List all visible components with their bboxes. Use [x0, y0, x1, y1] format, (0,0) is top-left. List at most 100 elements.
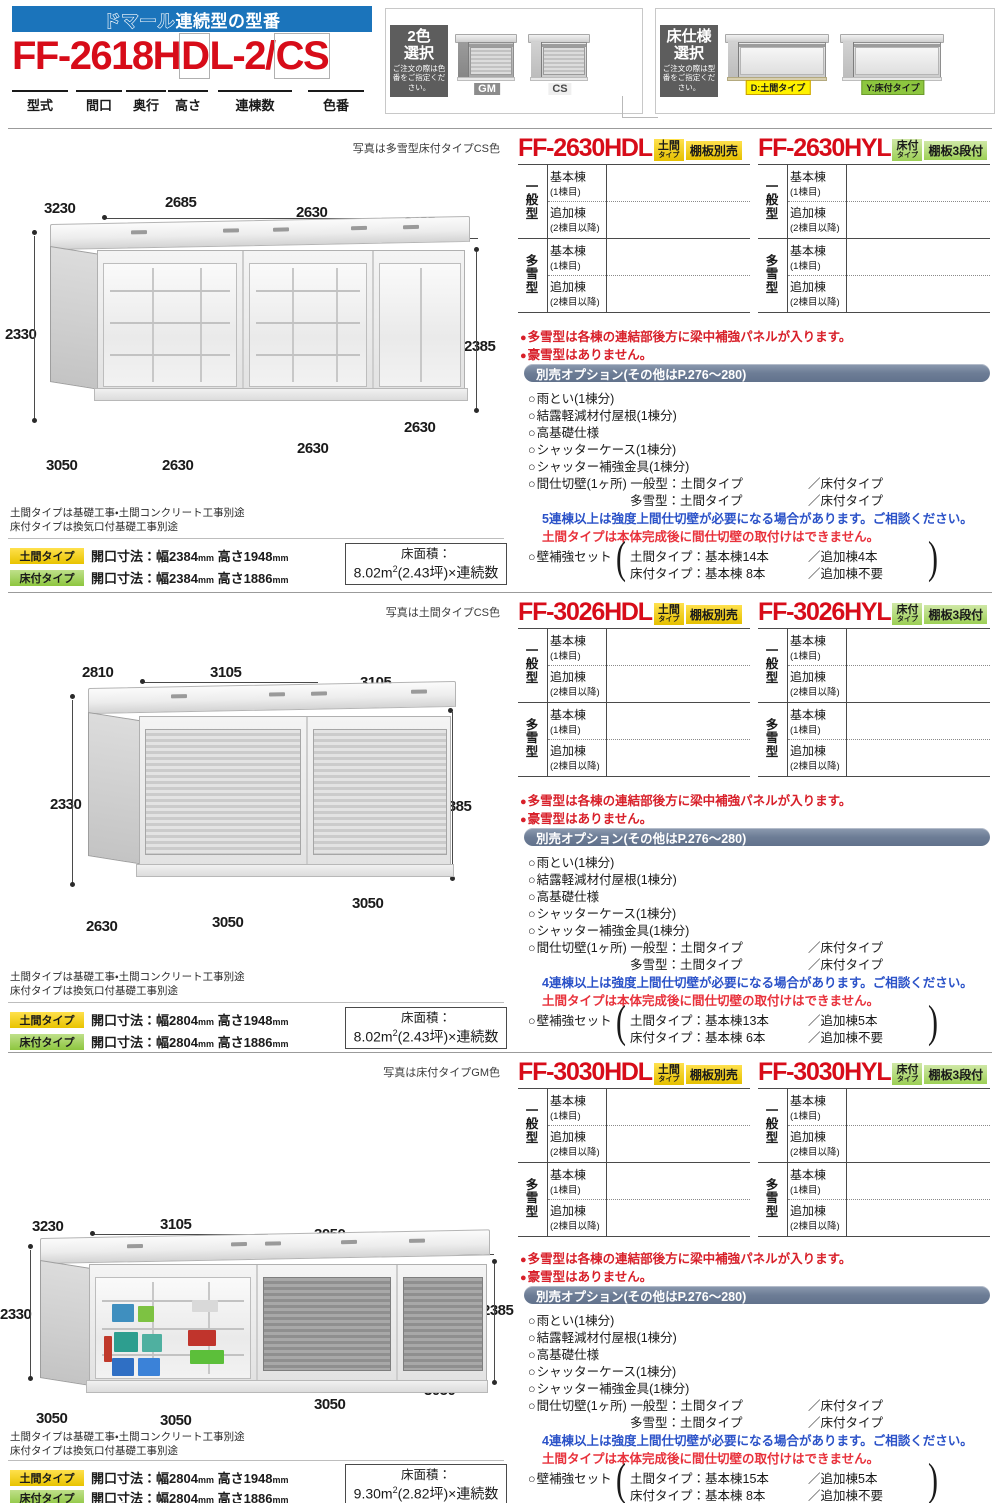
area-title-1: 床面積： — [400, 546, 451, 561]
floor-badge-line2: 選択 — [673, 44, 704, 62]
code-legend: 型式 間口 奥行 高さ 連棟数 色番 — [12, 82, 412, 114]
brace-open-2: ( — [616, 997, 626, 1047]
floor-badge-note: ご注文の際は型番をご指定ください。 — [662, 64, 716, 92]
foot-note-3b: 床付タイプは換気口付基礎工事別途 — [10, 1445, 178, 1457]
header-connector-1 — [622, 96, 658, 118]
row-label-3d-b: 追加棟 (2棟目以降) — [550, 1130, 600, 1159]
area-title-3: 床面積： — [400, 1467, 451, 1482]
foot-note-2b: 床付タイプは換気口付基礎工事別途 — [10, 985, 178, 997]
row-label-1y-d: 追加棟 (2棟目以降) — [790, 280, 840, 309]
wall-yuka-3: 床付タイプ：基本棟 8本 — [630, 1489, 766, 1503]
code-part-count: L-2/ — [209, 34, 276, 78]
legend-okuyuki: 奥行 — [126, 90, 166, 114]
dim-depth-top-3: 3230 — [32, 1218, 64, 1235]
area-value-1: 8.02m2(2.43坪)×連続数 — [353, 563, 499, 581]
option-banner-2: 別売オプション(その他はP.276〜280) — [524, 828, 990, 846]
wall-doma-right-3: ／追加棟5本 — [808, 1472, 878, 1486]
opt-item-3-4: シャッター補強金具(1棟分) — [528, 1378, 690, 1397]
floor-option-badge: 床仕様 選択 ご注文の際は型番をご指定ください。 — [660, 25, 718, 97]
shed-illustration-2 — [88, 680, 456, 884]
area-value-2: 8.02m2(2.43坪)×連続数 — [353, 1027, 499, 1045]
row-label-3d-a: 基本棟 (1棟目) — [550, 1094, 587, 1123]
floor-thumb-doma-caption: D:土間タイプ — [745, 80, 811, 95]
row-label-3d-c: 基本棟 (1棟目) — [550, 1168, 587, 1197]
warn-red-3: 土間タイプは本体完成後に間仕切壁の取付けはできません。 — [542, 1452, 880, 1466]
opt-wallset-2: 壁補強セット — [528, 1010, 612, 1029]
row-label-2d-c: 基本棟 (1棟目) — [550, 708, 587, 737]
row-label-3d-d: 追加棟 (2棟目以降) — [550, 1204, 600, 1233]
wall-yuka-right-1: ／追加棟不要 — [808, 567, 884, 581]
wall-doma-right-1: ／追加棟4本 — [808, 550, 878, 564]
model-code-example: FF-2618HDL-2/CS — [12, 33, 331, 79]
model-name-2-doma: FF-3026HDL — [518, 598, 653, 626]
opt-item-3-1: 結露軽減材付屋根(1棟分) — [528, 1327, 677, 1346]
opt-partition-2-left2: 多雪型：土間タイプ — [630, 958, 743, 972]
spec-row-doma-2: 土間タイプ 開口寸法：幅2804mm 高さ1948mm — [10, 1010, 289, 1029]
legend-maguchi: 間口 — [76, 90, 122, 114]
color-option-badge: 2色 選択 ご注文の際は色番をご指定ください。 — [390, 25, 448, 97]
opt-item-1-3: シャッターケース(1棟分) — [528, 439, 677, 458]
wall-doma-1: 土間タイプ：基本棟14本 — [630, 550, 769, 564]
area-title-2: 床面積： — [400, 1010, 451, 1025]
option-banner-3: 別売オプション(その他はP.276〜280) — [524, 1286, 990, 1304]
floor-area-box-1: 床面積： 8.02m2(2.43坪)×連続数 — [345, 543, 507, 585]
opt-item-2-0: 雨とい(1棟分) — [528, 852, 615, 871]
tag-yuka-3: 床付タイプ — [10, 1489, 84, 1503]
opt-item-1-2: 高基礎仕様 — [528, 422, 600, 441]
dim-span-top-3a: 3105 — [160, 1216, 192, 1233]
model-name-3-doma: FF-3030HDL — [518, 1058, 653, 1086]
color-thumb-cs-caption: CS — [548, 83, 572, 95]
opening-yuka-3: 開口寸法：幅2804mm 高さ1886mm — [91, 1491, 289, 1503]
shed-illustration-1 — [50, 215, 470, 420]
page-header: ドマール 連続型の型番 FF-2618HDL-2/CS 型式 間口 奥行 高さ 連… — [0, 0, 1000, 128]
spec-row-doma-3: 土間タイプ 開口寸法：幅2804mm 高さ1948mm — [10, 1468, 289, 1487]
floor-area-box-3: 床面積： 9.30m2(2.82坪)×連続数 — [345, 1464, 507, 1503]
photo-note-3: 写真は床付タイプGM色 — [383, 1067, 500, 1079]
wall-doma-right-2: ／追加棟5本 — [808, 1014, 878, 1028]
tag-doma-3: 土間タイプ — [10, 1469, 84, 1486]
row-label-1y-c: 基本棟 (1棟目) — [790, 244, 827, 273]
opt-partition-2-right1: ／床付タイプ — [808, 941, 884, 955]
product-drawing-3: 3230 3105 3050 3105 2330 2385 3050 3050 … — [0, 1110, 514, 1429]
color-badge-note: ご注文の際は色番をご指定ください。 — [392, 64, 446, 92]
foot-note-1b: 床付タイプは換気口付基礎工事別途 — [10, 521, 178, 533]
opening-yuka-1: 開口寸法：幅2384mm 高さ1886mm — [91, 571, 289, 586]
product-section-ff3030: 写真は床付タイプGM色 3230 3105 3050 3105 2330 238… — [0, 1052, 1000, 1503]
wall-yuka-right-3: ／追加棟不要 — [808, 1489, 884, 1503]
dim-bottom-3b: 3050 — [314, 1396, 346, 1413]
dim-depth-bottom-2: 2630 — [86, 918, 118, 935]
foot-note-3a: 土間タイプは基礎工事・土間コンクリート工事別途 — [10, 1431, 245, 1443]
floor-option-panel: 床仕様 選択 ご注文の際は型番をご指定ください。 D:土間タイプ — [655, 8, 995, 114]
row-label-2y-d: 追加棟 (2棟目以降) — [790, 744, 840, 773]
model-name-1-doma: FF-2630HDL — [518, 134, 653, 162]
dim-bottom-2b: 3050 — [352, 895, 384, 912]
opt-wallset-1: 壁補強セット — [528, 546, 612, 565]
spec-row-yuka-3: 床付タイプ 開口寸法：幅2804mm 高さ1886mm — [10, 1488, 289, 1503]
warn-blue-1: 5連棟以上は強度上間仕切壁が必要になる場合があります。ご相談ください。 — [542, 512, 973, 526]
cat-label-3d-ippan: 一般型 — [525, 1104, 539, 1145]
dim-depth-bottom-1: 3050 — [46, 457, 78, 474]
dim-bottom-1c: 2630 — [404, 419, 436, 436]
opt-item-1-partition: 間仕切壁(1ヶ所) 一般型：土間タイプ — [528, 473, 743, 492]
floor-thumb-doma: D:土間タイプ — [723, 28, 833, 95]
opt-item-2-1: 結露軽減材付屋根(1棟分) — [528, 869, 677, 888]
opt-partition-2-right2: ／床付タイプ — [808, 958, 884, 972]
dim-height-right-3: 2385 — [482, 1302, 514, 1319]
color-option-panel: 2色 選択 ご注文の際は色番をご指定ください。 GM CS — [385, 8, 643, 114]
wall-doma-3: 土間タイプ：基本棟15本 — [630, 1472, 769, 1486]
brace-close-3: ) — [928, 1455, 938, 1503]
row-label-2y-a: 基本棟 (1棟目) — [790, 634, 827, 663]
row-label-1d-c: 基本棟 (1棟目) — [550, 244, 587, 273]
row-label-1d-a: 基本棟 (1棟目) — [550, 170, 587, 199]
bullet-note-3b: 豪雪型はありません。 — [520, 1266, 653, 1285]
row-label-1y-a: 基本棟 (1棟目) — [790, 170, 827, 199]
dim-depth-bottom-3: 3050 — [36, 1410, 68, 1427]
product-drawing-1: 3230 2685 2630 2685 2330 2385 2630 2630 … — [0, 186, 512, 474]
floor-thumb-yuka: Y:床付タイプ — [838, 28, 948, 95]
bullet-note-1b: 豪雪型はありません。 — [520, 344, 653, 363]
tag-doma-2: 土間タイプ — [10, 1011, 84, 1028]
row-label-2y-b: 追加棟 (2棟目以降) — [790, 670, 840, 699]
product-section-ff3026: 写真は土間タイプCS色 2810 3105 3105 2330 2385 305… — [0, 592, 1000, 1052]
cat-label-1d-tasetsu: 多雪型 — [525, 254, 539, 295]
shelf-badge-yuka-3: 棚板3段付 — [924, 1065, 988, 1084]
